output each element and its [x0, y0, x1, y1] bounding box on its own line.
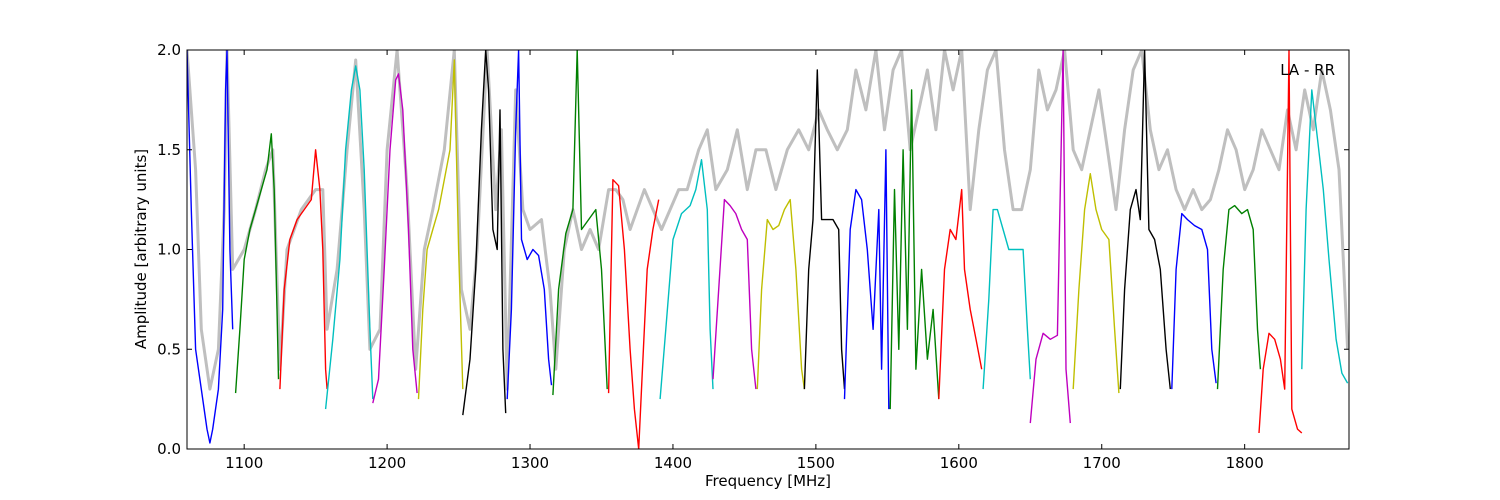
background-trace-layer — [187, 50, 1349, 391]
background-trace — [187, 50, 1349, 391]
series-line-12 — [712, 198, 757, 390]
series-line-20 — [1072, 173, 1120, 394]
x-tick-label: 1800 — [1226, 454, 1264, 472]
x-tick-label: 1300 — [511, 454, 549, 472]
series-line-13 — [756, 198, 806, 390]
y-tick-label: 1.0 — [157, 241, 181, 259]
y-axis-ticks: 0.0 0.5 1.0 1.5 2.0 — [157, 41, 1349, 458]
y-tick-label: 1.5 — [157, 141, 181, 159]
series-line-15 — [843, 149, 890, 410]
x-axis-ticks: 1100 1200 1300 1400 1500 1600 1700 1800 — [225, 50, 1264, 472]
series-line-25 — [1301, 89, 1349, 384]
series-line-24 — [1258, 50, 1303, 434]
series-line-11 — [659, 159, 714, 400]
series-line-18 — [982, 208, 1031, 390]
series-line-16 — [889, 89, 940, 410]
series-layer — [187, 50, 1349, 449]
series-line-5 — [372, 73, 418, 404]
series-line-19 — [1029, 50, 1071, 424]
x-tick-label: 1700 — [1083, 454, 1121, 472]
y-tick-label: 2.0 — [157, 41, 181, 59]
series-line-9 — [552, 50, 608, 396]
series-line-6 — [417, 59, 464, 400]
x-tick-label: 1100 — [225, 454, 263, 472]
series-line-4 — [324, 65, 374, 410]
x-tick-label: 1400 — [654, 454, 692, 472]
series-line-1 — [187, 50, 234, 444]
series-line-22 — [1171, 212, 1217, 390]
x-tick-label: 1600 — [940, 454, 978, 472]
series-line-10 — [607, 179, 660, 449]
series-line-7 — [462, 50, 507, 416]
series-line-21 — [1119, 50, 1171, 390]
series-line-14 — [803, 69, 846, 390]
y-axis-label: Amplitude [arbitrary units] — [132, 149, 150, 349]
series-line-23 — [1216, 204, 1262, 390]
x-tick-label: 1500 — [797, 454, 835, 472]
series-line-3 — [279, 149, 328, 390]
plot-background — [187, 50, 1349, 449]
y-tick-label: 0.0 — [157, 440, 181, 458]
x-tick-label: 1200 — [368, 454, 406, 472]
chart-annotation: LA - RR — [1280, 61, 1335, 79]
series-line-2 — [234, 133, 280, 394]
x-axis-label: Frequency [MHz] — [705, 472, 831, 490]
series-line-17 — [938, 188, 983, 400]
y-tick-label: 0.5 — [157, 340, 181, 358]
series-line-8 — [506, 50, 553, 400]
